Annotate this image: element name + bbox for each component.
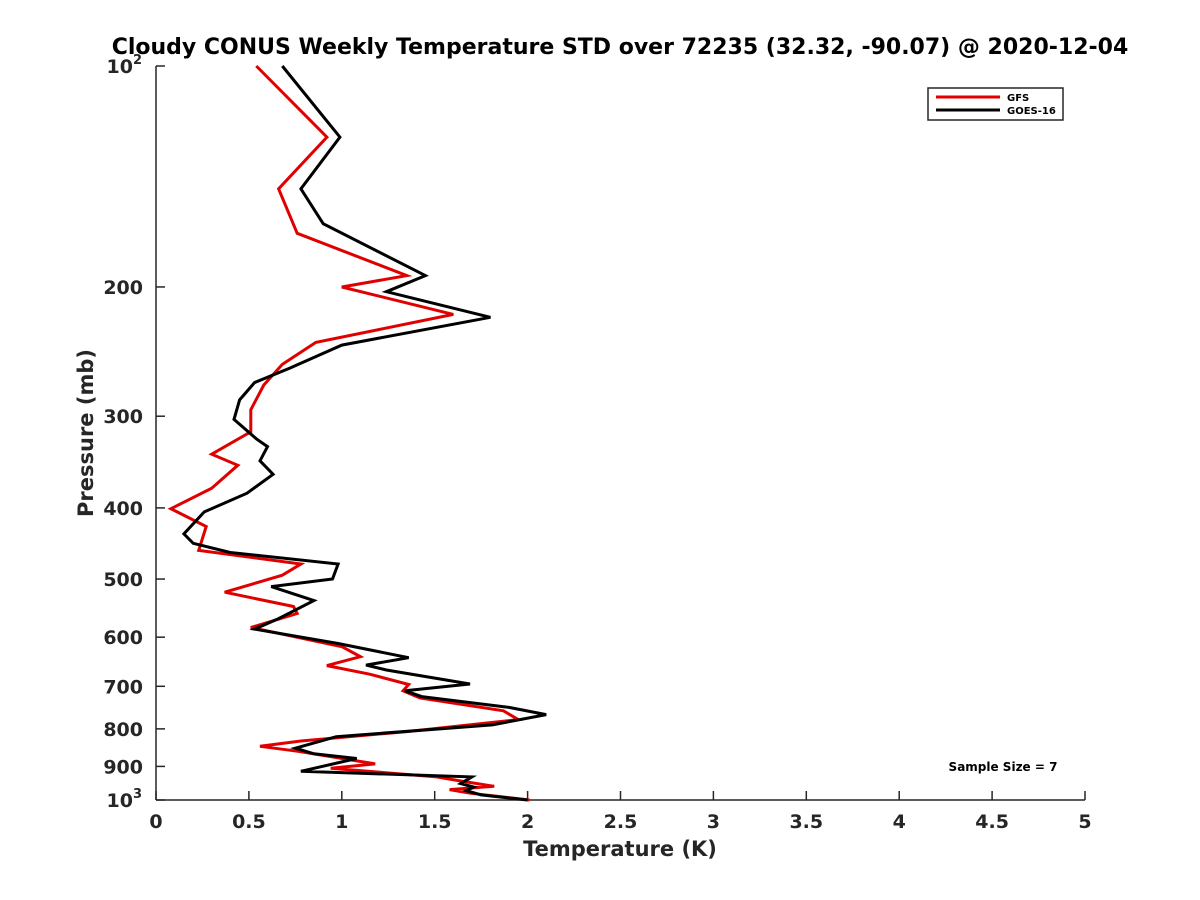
sample-size-annotation: Sample Size = 7 (949, 760, 1058, 774)
y-tick-label: 400 (103, 498, 143, 520)
y-axis-ticks: 102 200 300 400 500 600 700 800 900 103 (103, 53, 165, 812)
y-axis-label: Pressure (mb) (74, 349, 98, 517)
y-tick-label: 300 (103, 406, 143, 428)
legend: GFS GOES-16 (927, 87, 1064, 121)
x-axis-ticks: 0 0.5 1 1.5 2 2.5 3 3.5 4 4.5 5 (149, 791, 1092, 833)
y-tick-label: 600 (103, 627, 143, 649)
y-tick-label: 800 (103, 719, 143, 741)
x-tick-label: 3 (707, 811, 720, 833)
series-line-gfs (167, 64, 530, 802)
x-tick-label: 0.5 (232, 811, 266, 833)
x-tick-label: 2.5 (604, 811, 638, 833)
y-tick-label: 500 (103, 569, 143, 591)
legend-box (927, 87, 1064, 121)
y-tick-label: 700 (103, 676, 143, 698)
x-tick-label: 2 (521, 811, 534, 833)
y-tick-label: 102 (107, 53, 143, 78)
y-tick-label: 103 (107, 787, 143, 812)
legend-label: GOES-16 (1007, 106, 1056, 117)
x-tick-label: 0 (149, 811, 162, 833)
series-lines (167, 64, 547, 802)
x-tick-label: 4 (893, 811, 906, 833)
legend-label: GFS (1007, 93, 1029, 104)
x-tick-label: 5 (1078, 811, 1091, 833)
series-line-goes-16 (181, 65, 547, 802)
x-tick-label: 1 (335, 811, 348, 833)
x-axis-label: Temperature (K) (523, 837, 717, 861)
y-tick-label: 900 (103, 756, 143, 778)
y-tick-label: 200 (103, 277, 143, 299)
plot-area (155, 66, 1085, 801)
x-tick-label: 1.5 (418, 811, 452, 833)
x-tick-label: 3.5 (789, 811, 823, 833)
x-tick-label: 4.5 (975, 811, 1009, 833)
chart-title: Cloudy CONUS Weekly Temperature STD over… (112, 35, 1129, 60)
